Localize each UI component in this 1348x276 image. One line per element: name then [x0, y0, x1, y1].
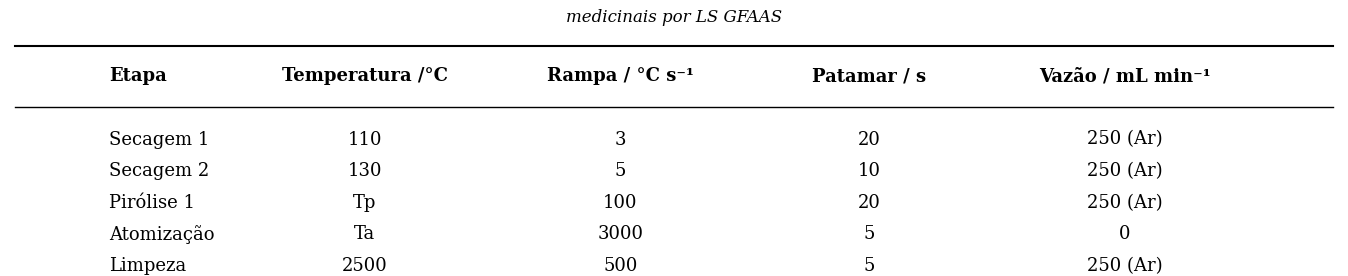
- Text: Secagem 2: Secagem 2: [109, 162, 209, 180]
- Text: 100: 100: [603, 194, 638, 212]
- Text: Atomização: Atomização: [109, 225, 214, 244]
- Text: 130: 130: [348, 162, 381, 180]
- Text: 5: 5: [863, 225, 875, 243]
- Text: Secagem 1: Secagem 1: [109, 131, 209, 148]
- Text: Ta: Ta: [355, 225, 375, 243]
- Text: Vazão / mL min⁻¹: Vazão / mL min⁻¹: [1039, 67, 1211, 85]
- Text: 0: 0: [1119, 225, 1131, 243]
- Text: Temperatura /°C: Temperatura /°C: [282, 67, 448, 85]
- Text: Rampa / °C s⁻¹: Rampa / °C s⁻¹: [547, 67, 694, 85]
- Text: Pirólise 1: Pirólise 1: [109, 194, 195, 212]
- Text: 20: 20: [857, 194, 880, 212]
- Text: 10: 10: [857, 162, 880, 180]
- Text: Patamar / s: Patamar / s: [811, 67, 926, 85]
- Text: 5: 5: [863, 257, 875, 275]
- Text: medicinais por LS GFAAS: medicinais por LS GFAAS: [566, 9, 782, 26]
- Text: 250 (Ar): 250 (Ar): [1086, 257, 1162, 275]
- Text: 2500: 2500: [342, 257, 387, 275]
- Text: 110: 110: [348, 131, 381, 148]
- Text: Etapa: Etapa: [109, 67, 167, 85]
- Text: 3: 3: [615, 131, 625, 148]
- Text: 500: 500: [603, 257, 638, 275]
- Text: 20: 20: [857, 131, 880, 148]
- Text: Tp: Tp: [353, 194, 376, 212]
- Text: 3000: 3000: [597, 225, 643, 243]
- Text: 250 (Ar): 250 (Ar): [1086, 131, 1162, 148]
- Text: 250 (Ar): 250 (Ar): [1086, 194, 1162, 212]
- Text: Limpeza: Limpeza: [109, 257, 186, 275]
- Text: 5: 5: [615, 162, 625, 180]
- Text: 250 (Ar): 250 (Ar): [1086, 162, 1162, 180]
